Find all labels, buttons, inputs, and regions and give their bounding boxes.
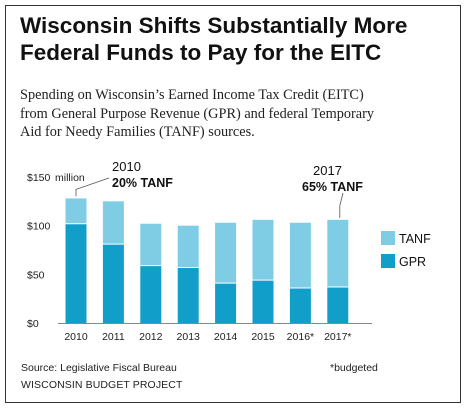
bar-gpr-2013 <box>177 267 199 323</box>
bars <box>65 198 349 323</box>
bar-tanf-2010 <box>65 198 87 224</box>
bar-tanf-2014 <box>215 222 237 284</box>
x-tick-label: 2017* <box>324 331 351 343</box>
x-tick-label: 2016* <box>287 331 314 343</box>
annotation-2010-pct: 20% TANF <box>112 176 173 190</box>
bar-tanf-2013 <box>177 225 199 268</box>
annotation-2010-leader <box>75 177 110 197</box>
bar-gpr-2014 <box>215 283 237 323</box>
title-line-2: Federal Funds to Pay for the EITC <box>20 40 382 65</box>
x-tick-label: 2015 <box>251 331 275 343</box>
y-tick-label: $0 <box>27 318 39 330</box>
y-unit-label: million <box>55 172 85 184</box>
bar-gpr-2015 <box>252 280 274 323</box>
bar-gpr-2010 <box>65 223 87 323</box>
source-note: Source: Legislative Fiscal Bureau <box>21 362 177 374</box>
subtitle-line-1: Spending on Wisconsin’s Earned Income Ta… <box>20 87 364 103</box>
x-tick-label: 2012 <box>139 331 163 343</box>
subtitle-line-2: from General Purpose Revenue (GPR) and f… <box>20 105 375 122</box>
y-axis: $0 $50 $100 $150 million <box>27 172 372 330</box>
chart-subtitle: Spending on Wisconsin’s Earned Income Ta… <box>20 86 450 142</box>
org-name: WISCONSIN BUDGET PROJECT <box>21 379 183 391</box>
x-tick-label: 2014 <box>214 331 238 343</box>
bar-gpr-2011 <box>102 244 124 323</box>
annotation-2017-year: 2017 <box>313 163 342 178</box>
legend-swatch-tanf <box>381 231 395 245</box>
legend-label-tanf: TANF <box>399 232 431 246</box>
legend: TANF GPR <box>381 231 431 269</box>
title-line-1: Wisconsin Shifts Substantially More <box>20 13 408 38</box>
bar-gpr-2017 <box>327 286 349 323</box>
x-tick-label: 2010 <box>64 331 88 343</box>
chart-title: Wisconsin Shifts Substantially More Fede… <box>20 12 450 66</box>
bar-tanf-2016 <box>289 222 311 288</box>
bar-tanf-2011 <box>102 201 124 245</box>
bar-gpr-2016 <box>289 287 311 323</box>
annotation-2017-pct: 65% TANF <box>302 180 363 194</box>
bar-tanf-2015 <box>252 219 274 281</box>
bar-tanf-2017 <box>327 219 349 287</box>
annotation-2017-leader <box>339 192 344 218</box>
annotation-2010-year: 2010 <box>112 159 141 174</box>
budgeted-note: *budgeted <box>330 362 378 374</box>
subtitle-line-3: Aid for Needy Families (TANF) sources. <box>20 124 255 140</box>
x-tick-label: 2011 <box>102 331 125 343</box>
y-tick-label: $150 <box>27 172 51 184</box>
x-tick-label: 2013 <box>177 331 201 343</box>
legend-label-gpr: GPR <box>399 255 426 269</box>
annotations: 2010 20% TANF 2017 65% TANF <box>75 159 363 218</box>
bar-gpr-2012 <box>140 265 162 323</box>
bar-tanf-2012 <box>140 223 162 266</box>
y-tick-label: $50 <box>27 269 45 281</box>
legend-swatch-gpr <box>381 254 395 268</box>
x-axis: 2010 2011 2012 2013 2014 2015 2016* 2017* <box>64 331 351 343</box>
y-tick-label: $100 <box>27 221 51 233</box>
